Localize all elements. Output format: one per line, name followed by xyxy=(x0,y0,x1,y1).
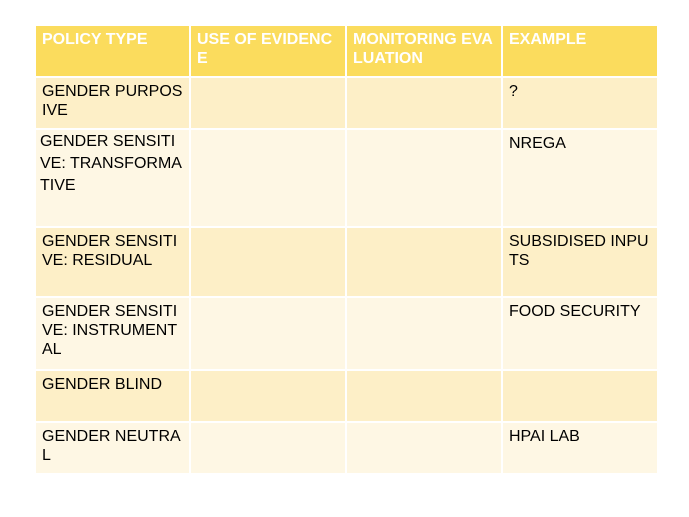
table-row: GENDER BLIND xyxy=(36,371,657,421)
header-policy-type: POLICY TYPE xyxy=(36,26,189,76)
policy-type-cell: GENDER BLIND xyxy=(36,371,189,421)
table-row: GENDER SENSITIVE: INSTRUMENTAL FOOD SECU… xyxy=(36,298,657,369)
policy-type-cell: GENDER SENSITIVE: TRANSFORMATIVE xyxy=(36,130,189,226)
monitoring-evaluation-cell xyxy=(347,298,501,369)
monitoring-evaluation-cell xyxy=(347,371,501,421)
policy-type-cell: GENDER SENSITIVE: INSTRUMENTAL xyxy=(36,298,189,369)
policy-type-cell: GENDER PURPOSIVE xyxy=(36,78,189,128)
header-use-of-evidence: USE OF EVIDENCE xyxy=(191,26,345,76)
example-cell: HPAI LAB xyxy=(503,423,657,473)
header-row: POLICY TYPE USE OF EVIDENCE MONITORING E… xyxy=(36,26,657,76)
example-cell: FOOD SECURITY xyxy=(503,298,657,369)
use-of-evidence-cell xyxy=(191,130,345,226)
use-of-evidence-cell xyxy=(191,228,345,296)
monitoring-evaluation-cell xyxy=(347,78,501,128)
policy-type-cell: GENDER NEUTRAL xyxy=(36,423,189,473)
example-cell: NREGA xyxy=(503,130,657,226)
header-monitoring-evaluation: MONITORING EVALUATION xyxy=(347,26,501,76)
header-example: EXAMPLE xyxy=(503,26,657,76)
table-row: GENDER SENSITIVE: RESIDUAL SUBSIDISED IN… xyxy=(36,228,657,296)
monitoring-evaluation-cell xyxy=(347,130,501,226)
use-of-evidence-cell xyxy=(191,371,345,421)
monitoring-evaluation-cell xyxy=(347,228,501,296)
example-cell xyxy=(503,371,657,421)
use-of-evidence-cell xyxy=(191,423,345,473)
example-cell: ? xyxy=(503,78,657,128)
example-cell: SUBSIDISED INPUTS xyxy=(503,228,657,296)
use-of-evidence-cell xyxy=(191,78,345,128)
use-of-evidence-cell xyxy=(191,298,345,369)
table-row: GENDER PURPOSIVE ? xyxy=(36,78,657,128)
table-row: GENDER NEUTRAL HPAI LAB xyxy=(36,423,657,473)
table-row: GENDER SENSITIVE: TRANSFORMATIVE NREGA xyxy=(36,130,657,226)
monitoring-evaluation-cell xyxy=(347,423,501,473)
policy-table: POLICY TYPE USE OF EVIDENCE MONITORING E… xyxy=(34,24,659,475)
policy-type-cell: GENDER SENSITIVE: RESIDUAL xyxy=(36,228,189,296)
